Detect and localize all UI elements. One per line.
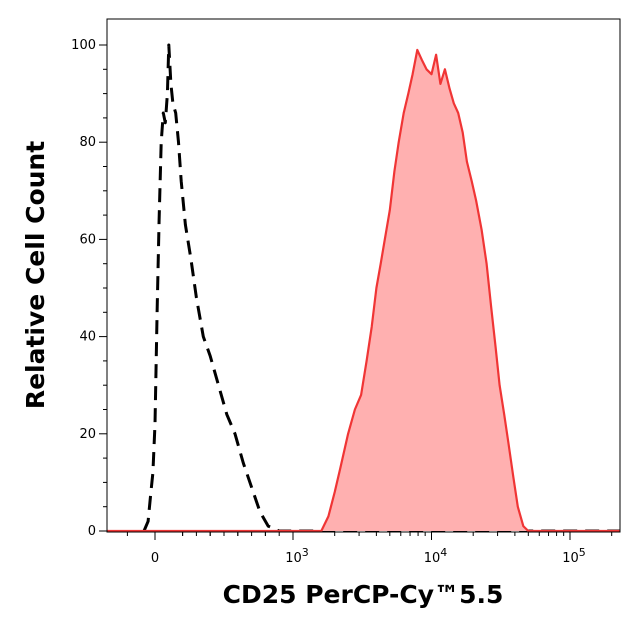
y-tick-label: 80 bbox=[79, 135, 96, 150]
y-tick-label: 0 bbox=[88, 524, 96, 539]
series-1-line bbox=[107, 48, 620, 533]
y-tick-label: 40 bbox=[79, 330, 96, 345]
series-0-line bbox=[142, 43, 620, 533]
y-axis: 0 20 40 60 80 100 bbox=[71, 38, 107, 539]
plot-series bbox=[107, 43, 620, 533]
y-tick-label: 60 bbox=[79, 232, 96, 247]
y-tick-label: 20 bbox=[79, 427, 96, 442]
x-tick-label: 104 bbox=[424, 546, 448, 566]
series-1-fill bbox=[321, 49, 529, 532]
x-axis-title: CD25 PerCP-Cy™5.5 bbox=[223, 580, 504, 609]
x-axis: 0 103 104 105 bbox=[126, 532, 613, 566]
x-tick-label: 105 bbox=[562, 546, 586, 566]
x-tick-label: 103 bbox=[285, 546, 309, 566]
x-tick-label: 0 bbox=[151, 551, 159, 566]
y-tick-label: 100 bbox=[71, 38, 96, 53]
plot-frame bbox=[106, 18, 621, 533]
y-axis-title: Relative Cell Count bbox=[21, 141, 50, 409]
